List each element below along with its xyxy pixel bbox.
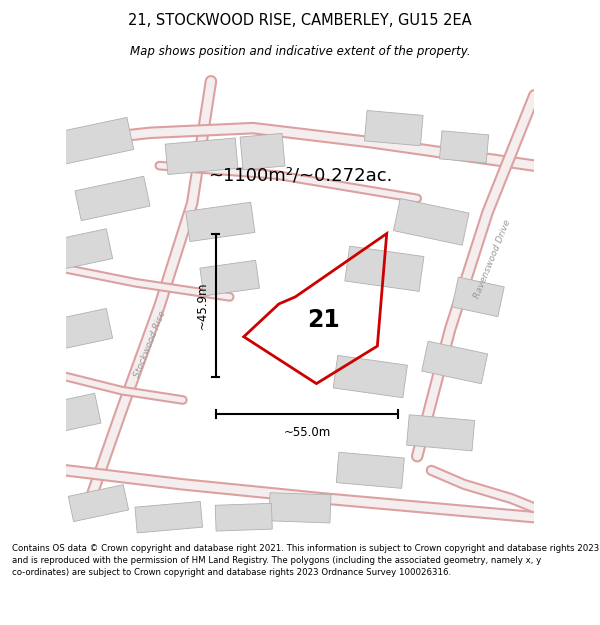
Bar (336, 452, 404, 488)
Text: Map shows position and indicative extent of the property.: Map shows position and indicative extent… (130, 44, 470, 58)
Text: 21, STOCKWOOD RISE, CAMBERLEY, GU15 2EA: 21, STOCKWOOD RISE, CAMBERLEY, GU15 2EA (128, 13, 472, 28)
Bar (47, 229, 113, 271)
Text: ~55.0m: ~55.0m (283, 426, 331, 439)
Bar (47, 309, 113, 351)
Bar (200, 260, 259, 296)
Bar (44, 118, 134, 167)
Bar (68, 484, 128, 522)
Bar (364, 111, 423, 146)
Bar (215, 503, 272, 531)
Text: 21: 21 (307, 308, 340, 332)
Text: ~1100m²/~0.272ac.: ~1100m²/~0.272ac. (208, 166, 392, 184)
Bar (407, 415, 475, 451)
Text: Contains OS data © Crown copyright and database right 2021. This information is : Contains OS data © Crown copyright and d… (12, 544, 599, 577)
Bar (269, 492, 331, 523)
Bar (333, 356, 407, 398)
Text: Ravenswood Drive: Ravenswood Drive (472, 219, 512, 300)
Text: Stockwood Rise: Stockwood Rise (133, 309, 167, 378)
Bar (75, 176, 150, 221)
Bar (452, 277, 504, 317)
Bar (240, 133, 285, 170)
Bar (345, 246, 424, 291)
Bar (185, 202, 255, 241)
Bar (165, 138, 238, 174)
Text: ~45.9m: ~45.9m (196, 281, 209, 329)
Bar (394, 199, 469, 245)
Bar (40, 393, 101, 435)
Bar (422, 341, 488, 384)
Bar (135, 501, 203, 533)
Bar (439, 131, 488, 163)
